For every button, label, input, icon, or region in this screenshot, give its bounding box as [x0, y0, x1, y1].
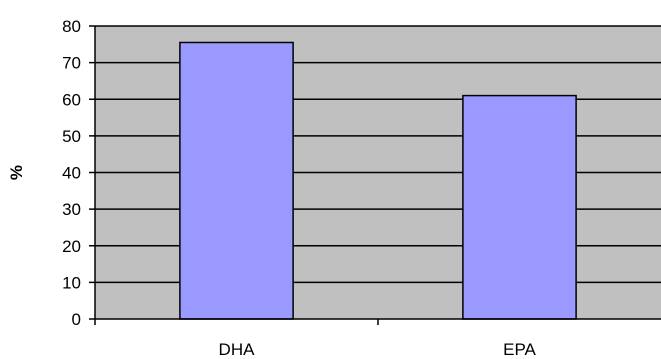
x-tick-label: EPA [503, 340, 536, 359]
y-tick-label: 60 [62, 90, 81, 109]
y-tick-label: 10 [62, 273, 81, 292]
bar-dha [179, 41, 294, 320]
x-ticks: DHA EPA [94, 319, 537, 359]
y-tick-label: 0 [72, 310, 81, 329]
y-tick-label: 40 [62, 164, 81, 183]
bar-epa [462, 94, 577, 320]
y-tick-label: 50 [62, 127, 81, 146]
x-tick-label: DHA [219, 340, 256, 359]
y-tick-label: 80 [62, 17, 81, 36]
y-ticks: 0 10 20 30 40 50 60 70 80 [62, 17, 95, 329]
y-tick-label: 30 [62, 200, 81, 219]
y-tick-label: 70 [62, 54, 81, 73]
y-tick-label: 20 [62, 237, 81, 256]
y-axis-title: % [7, 165, 26, 180]
bars [179, 41, 577, 320]
